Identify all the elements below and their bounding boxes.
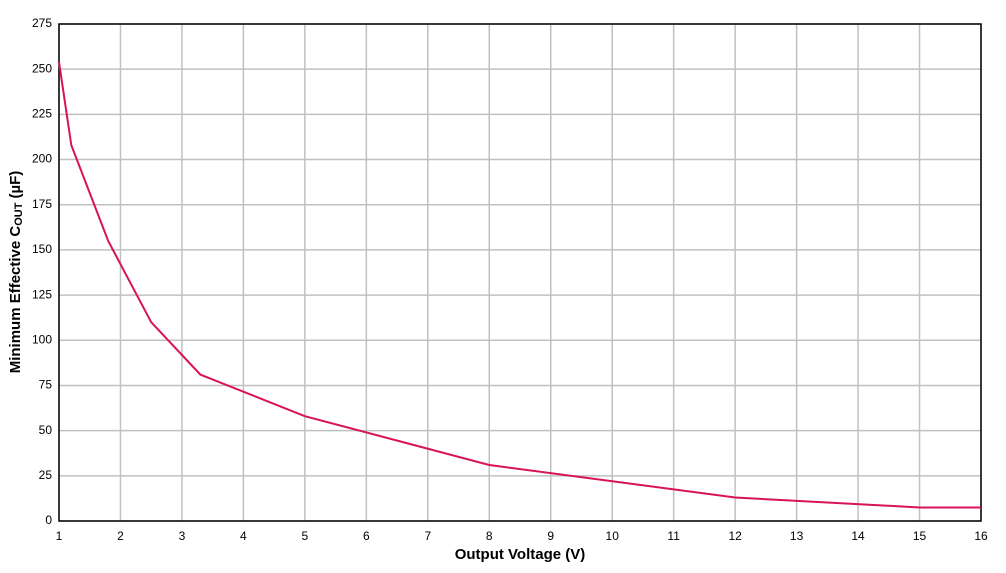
x-tick-label: 10 [606, 529, 620, 543]
y-tick-label: 175 [32, 197, 52, 211]
x-tick-label: 13 [790, 529, 804, 543]
y-tick-label: 75 [39, 378, 53, 392]
x-axis-label: Output Voltage (V) [455, 546, 586, 563]
plot-frame [58, 23, 982, 522]
y-tick-label: 50 [39, 423, 53, 437]
y-tick-label: 125 [32, 287, 52, 301]
x-tick-label: 3 [179, 529, 186, 543]
x-tick-label: 9 [547, 529, 554, 543]
y-tick-label: 225 [32, 107, 52, 121]
y-label-text: Minimum Effective C [7, 226, 24, 374]
y-label-suffix: (µF) [7, 171, 24, 199]
x-tick-label: 14 [851, 529, 865, 543]
y-tick-label: 250 [32, 61, 52, 75]
x-tick-label: 12 [728, 529, 742, 543]
x-tick-label: 4 [240, 529, 247, 543]
y-tick-label: 0 [45, 513, 52, 527]
x-tick-label: 5 [302, 529, 309, 543]
x-tick-label: 8 [486, 529, 493, 543]
y-axis-label: Minimum Effective COUT (µF) [7, 171, 25, 374]
x-tick-label: 1 [56, 529, 63, 543]
y-label-subscript: OUT [13, 202, 25, 226]
y-tick-label: 200 [32, 152, 52, 166]
y-tick-label: 150 [32, 242, 52, 256]
x-tick-label: 15 [913, 529, 927, 543]
y-tick-label: 100 [32, 332, 52, 346]
y-tick-label: 275 [32, 16, 52, 30]
x-tick-label: 16 [974, 529, 988, 543]
x-tick-label: 11 [667, 529, 680, 543]
data-line [58, 61, 981, 509]
x-tick-label: 2 [117, 529, 124, 543]
x-tick-label: 6 [363, 529, 370, 543]
y-tick-label: 25 [39, 468, 53, 482]
x-tick-label: 7 [424, 529, 431, 543]
